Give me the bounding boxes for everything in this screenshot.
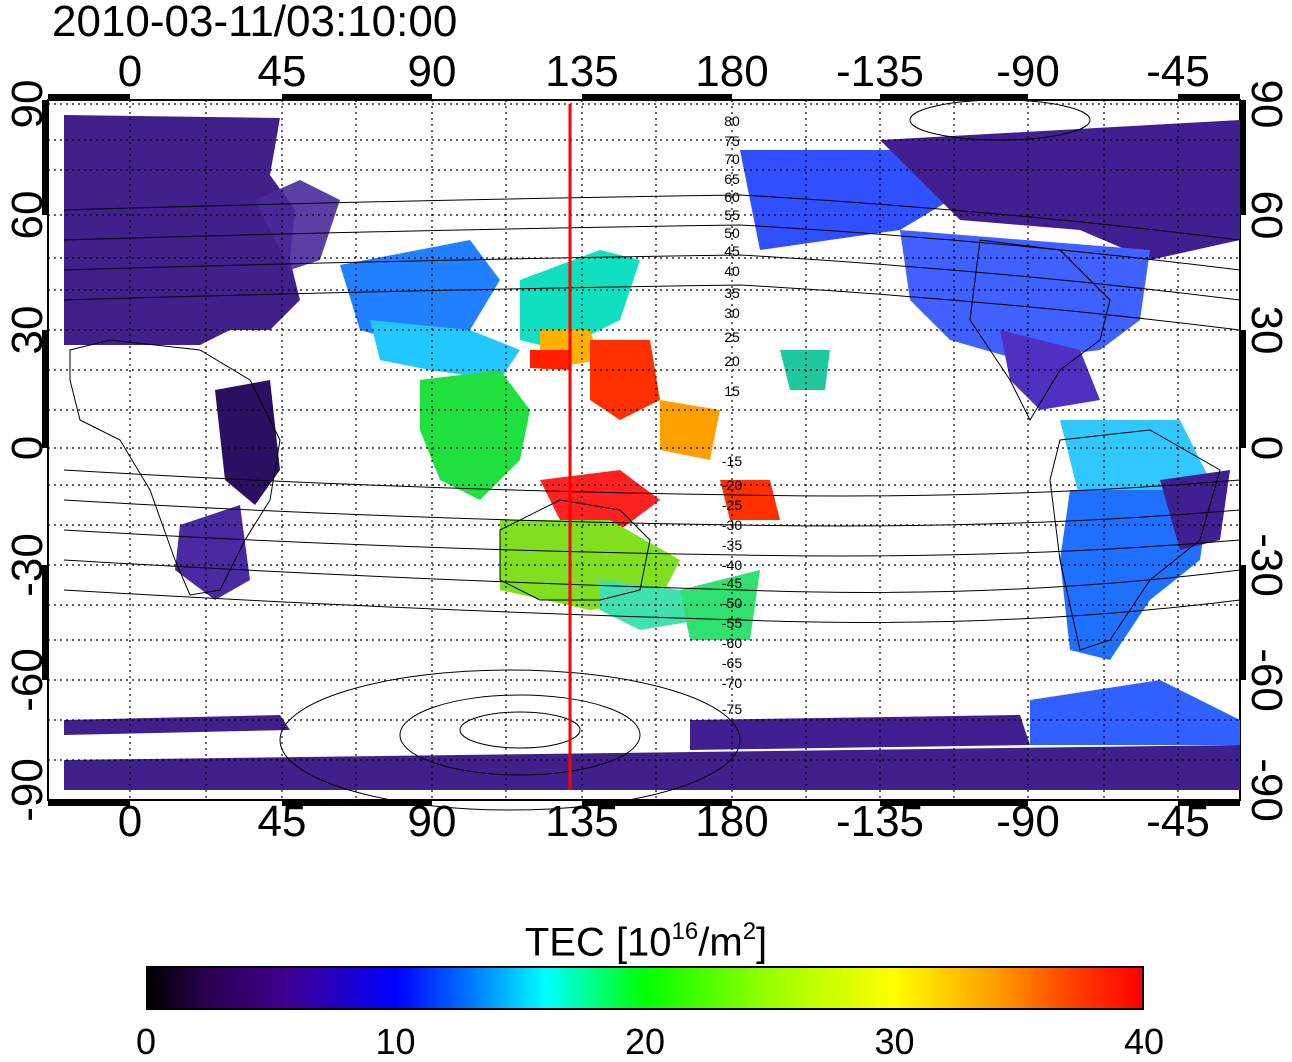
graticule [48, 100, 1240, 800]
lon-tick-bottom-2: 90 [407, 797, 457, 846]
lat-tick-left-0: 90 [3, 79, 52, 129]
colorbar-label-main: TEC [10 [524, 920, 672, 965]
colorbar [146, 966, 1144, 1010]
colorbar-label-sup2: 2 [742, 918, 757, 945]
tec-region-antarctica [64, 745, 1240, 790]
contour-label-south-10: -65 [722, 655, 742, 671]
contour-label-south-8: -55 [722, 615, 742, 631]
lon-tick-top-7: -45 [1146, 47, 1210, 96]
lon-tick-bottom-6: -90 [996, 797, 1060, 846]
contour-label-south-1: -20 [722, 477, 742, 493]
lat-tick-left-1: 60 [3, 190, 52, 240]
colorbar-label-sup1: 16 [671, 918, 699, 945]
colorbar-label: TEC [1016/m2] [0, 912, 1292, 964]
lon-tick-top-3: 135 [545, 47, 619, 96]
tec-region-pacific-orange [660, 400, 720, 460]
lat-tick-right-5: -60 [1242, 648, 1291, 712]
contour-labels-south: -15 -20 -25 -30 -35 -40 -45 -50 -55 -60 -65 -70 -75 [722, 453, 742, 717]
contour-label-north-2: 70 [724, 151, 740, 167]
tec-data-layer [64, 115, 1240, 790]
lon-tick-bottom-0: 0 [117, 797, 143, 846]
contour-label-south-2: -25 [722, 497, 742, 513]
contour-label-north-3: 65 [724, 171, 740, 187]
lat-tick-left-3: 0 [3, 435, 52, 461]
tec-region-south-africa [175, 505, 250, 600]
tec-region-alaska [740, 150, 950, 250]
contour-label-north-10: 30 [724, 305, 740, 321]
lon-tick-top-6: -90 [996, 47, 1060, 96]
tec-region-africa-east [215, 380, 280, 505]
contour-label-south-0: -15 [722, 453, 742, 469]
contour-label-north-8: 40 [724, 263, 740, 279]
contour-label-north-6: 50 [724, 225, 740, 241]
tec-region-usa [900, 230, 1150, 360]
tec-region-antarctica-west [1030, 680, 1240, 745]
contour-label-south-4: -35 [722, 537, 742, 553]
contour-label-south-7: -50 [722, 595, 742, 611]
lat-tick-left-5: -60 [3, 648, 52, 712]
lat-tick-right-4: -30 [1242, 533, 1291, 597]
contour-label-south-12: -75 [722, 701, 742, 717]
tec-region-antarctica-east [690, 715, 1030, 750]
colorbar-label-end: ] [756, 920, 768, 965]
contour-label-north-1: 75 [724, 133, 740, 149]
contour-label-south-3: -30 [722, 517, 742, 533]
contour-label-south-9: -60 [722, 635, 742, 651]
tec-region-japan-red [530, 350, 570, 370]
contour-labels-north: 80 75 70 65 60 55 50 45 40 35 30 25 20 15 [724, 113, 740, 399]
colorbar-tick-0: 0 [135, 1021, 157, 1062]
magnetic-contours [63, 99, 1241, 811]
colorbar-tick-1: 10 [375, 1021, 416, 1062]
tec-region-japan [520, 250, 640, 350]
lon-tick-bottom-1: 45 [257, 797, 307, 846]
contour-label-north-12: 20 [724, 353, 740, 369]
lon-tick-bottom-3: 135 [545, 797, 619, 846]
lat-tick-right-6: -90 [1242, 758, 1291, 822]
contour-label-north-7: 45 [724, 243, 740, 259]
tec-region-europe [64, 115, 300, 345]
contour-label-south-6: -45 [722, 575, 742, 591]
lat-tick-left-6: -90 [3, 758, 52, 822]
contour-label-south-5: -40 [722, 557, 742, 573]
contour-label-north-5: 55 [724, 207, 740, 223]
contour-label-north-13: 15 [724, 383, 740, 399]
lat-tick-right-0: 90 [1242, 79, 1291, 129]
tec-region-russia [255, 180, 340, 270]
contour-label-north-0: 80 [724, 113, 740, 129]
colorbar-tick-4: 40 [1123, 1021, 1165, 1062]
contour-label-south-11: -70 [722, 675, 742, 691]
lon-tick-top-2: 90 [407, 47, 457, 96]
lat-tick-left-4: -30 [3, 533, 52, 597]
coastlines [69, 239, 1221, 651]
lon-tick-top-0: 0 [117, 47, 143, 96]
lon-tick-bottom-7: -45 [1146, 797, 1210, 846]
lat-tick-right-1: 60 [1242, 190, 1291, 240]
lat-tick-right-3: 0 [1242, 435, 1291, 461]
lon-tick-top-4: 180 [695, 47, 769, 96]
axis-frame [42, 94, 1246, 806]
lon-tick-top-1: 45 [257, 47, 307, 96]
contour-label-north-4: 60 [724, 189, 740, 205]
lon-tick-bottom-5: -135 [835, 797, 925, 846]
lon-tick-top-5: -135 [835, 47, 925, 96]
contour-label-north-11: 25 [724, 329, 740, 345]
tec-region-pacific-red [590, 340, 660, 420]
colorbar-tick-3: 30 [874, 1021, 915, 1062]
lon-tick-bottom-4: 180 [695, 797, 769, 846]
lat-tick-left-2: 30 [3, 305, 52, 355]
colorbar-tick-2: 20 [624, 1021, 666, 1062]
tec-region-south-america [1060, 490, 1210, 660]
tec-region-se-asia [420, 370, 530, 500]
map-title: 2010-03-11/03:10:00 [52, 0, 458, 46]
lat-tick-right-2: 30 [1242, 305, 1291, 355]
tec-region-south-pacific-red [720, 480, 780, 520]
tec-region-canada [880, 120, 1240, 260]
tec-region-china [370, 320, 520, 380]
contour-label-north-9: 35 [724, 285, 740, 301]
colorbar-label-mid: /m [698, 920, 743, 965]
